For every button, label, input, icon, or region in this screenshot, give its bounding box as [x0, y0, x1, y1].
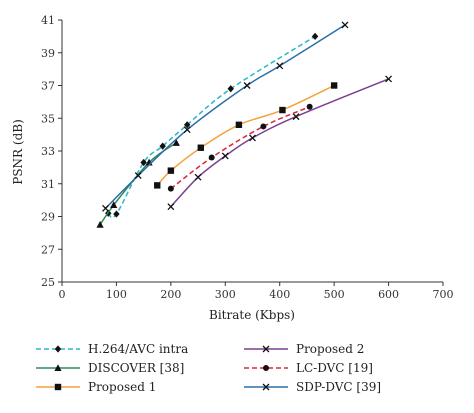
- data-point: [194, 173, 202, 181]
- data-point: [183, 126, 191, 134]
- y-tick-label: 27: [41, 243, 55, 256]
- data-point: [113, 210, 120, 218]
- series-3: [154, 82, 338, 189]
- series-5: [167, 103, 313, 192]
- x-ticks: 0 100 200 300 400 500 600 700: [59, 282, 454, 301]
- data-point: [341, 21, 349, 29]
- legend-label: DISCOVER [38]: [88, 361, 184, 375]
- x-axis-title: Bitrate (Kbps): [209, 308, 295, 322]
- y-tick-label: 39: [41, 47, 55, 60]
- legend-label: H.264/AVC intra: [88, 342, 188, 356]
- data-point: [279, 106, 286, 114]
- data-point: [140, 158, 147, 167]
- y-ticks: 25 27 29 31 33 35 37 39 41: [41, 14, 62, 289]
- series-6: [102, 21, 349, 212]
- data-point: [243, 82, 251, 89]
- legend-item: SDP-DVC [39]: [244, 380, 381, 394]
- y-tick-label: 35: [41, 112, 55, 125]
- legend-label: SDP-DVC [39]: [296, 380, 381, 394]
- data-point: [208, 154, 215, 161]
- data-point: [276, 62, 284, 70]
- legend-label: LC-DVC [19]: [296, 361, 373, 375]
- legend-item: Proposed 2: [244, 342, 364, 356]
- legend-marker: [54, 345, 62, 353]
- data-point: [167, 185, 174, 192]
- legend-item: DISCOVER [38]: [36, 361, 184, 375]
- y-tick-label: 31: [41, 178, 55, 191]
- data-point: [260, 123, 267, 130]
- data-point: [154, 182, 161, 189]
- legend-item: Proposed 1: [36, 380, 156, 394]
- series-layer: [96, 21, 393, 228]
- data-point: [385, 75, 393, 83]
- legend-item: H.264/AVC intra: [36, 342, 188, 356]
- data-point: [221, 152, 229, 160]
- data-point: [134, 172, 142, 180]
- legend-marker: [262, 345, 270, 353]
- legend-label: Proposed 1: [88, 380, 156, 394]
- data-point: [197, 144, 204, 151]
- axes: 0 100 200 300 400 500 600 700 25 27 29 31 33 35 37 39 4…: [11, 14, 454, 322]
- legend-marker: [54, 383, 62, 391]
- data-point: [183, 121, 191, 129]
- x-tick-label: 300: [215, 288, 236, 301]
- data-point: [306, 103, 313, 110]
- x-tick-label: 400: [269, 288, 290, 301]
- x-tick-label: 700: [433, 288, 454, 301]
- legend: H.264/AVC intra DISCOVER [38] Proposed 1 Pr…: [36, 342, 381, 394]
- data-point: [249, 134, 256, 142]
- x-tick-label: 100: [106, 288, 127, 301]
- data-point: [172, 139, 180, 146]
- y-tick-label: 25: [41, 276, 55, 289]
- series-4: [167, 75, 393, 211]
- data-point: [159, 142, 166, 150]
- legend-marker: [263, 365, 269, 371]
- y-tick-label: 37: [41, 80, 55, 93]
- y-axis-title: PSNR (dB): [11, 119, 25, 185]
- data-point: [110, 201, 118, 209]
- data-point: [167, 203, 175, 211]
- y-tick-label: 41: [41, 14, 55, 27]
- x-tick-label: 0: [59, 288, 66, 301]
- legend-item: LC-DVC [19]: [244, 361, 373, 375]
- data-point: [167, 167, 175, 174]
- data-point: [96, 220, 104, 228]
- series-line: [170, 78, 389, 208]
- data-point: [102, 204, 110, 212]
- x-tick-label: 500: [324, 288, 345, 301]
- series-line: [99, 142, 177, 226]
- y-tick-label: 33: [41, 145, 55, 158]
- legend-marker: [54, 364, 62, 371]
- series-line: [105, 24, 346, 209]
- series-line: [170, 106, 310, 190]
- data-point: [227, 85, 234, 93]
- y-tick-label: 29: [41, 211, 55, 224]
- data-point: [235, 121, 243, 128]
- data-point: [292, 113, 300, 121]
- data-point: [311, 32, 319, 40]
- data-point: [330, 82, 338, 89]
- x-tick-label: 600: [378, 288, 399, 301]
- x-tick-label: 200: [160, 288, 181, 301]
- legend-label: Proposed 2: [296, 342, 364, 356]
- legend-marker: [262, 383, 270, 391]
- series-1: [105, 32, 319, 219]
